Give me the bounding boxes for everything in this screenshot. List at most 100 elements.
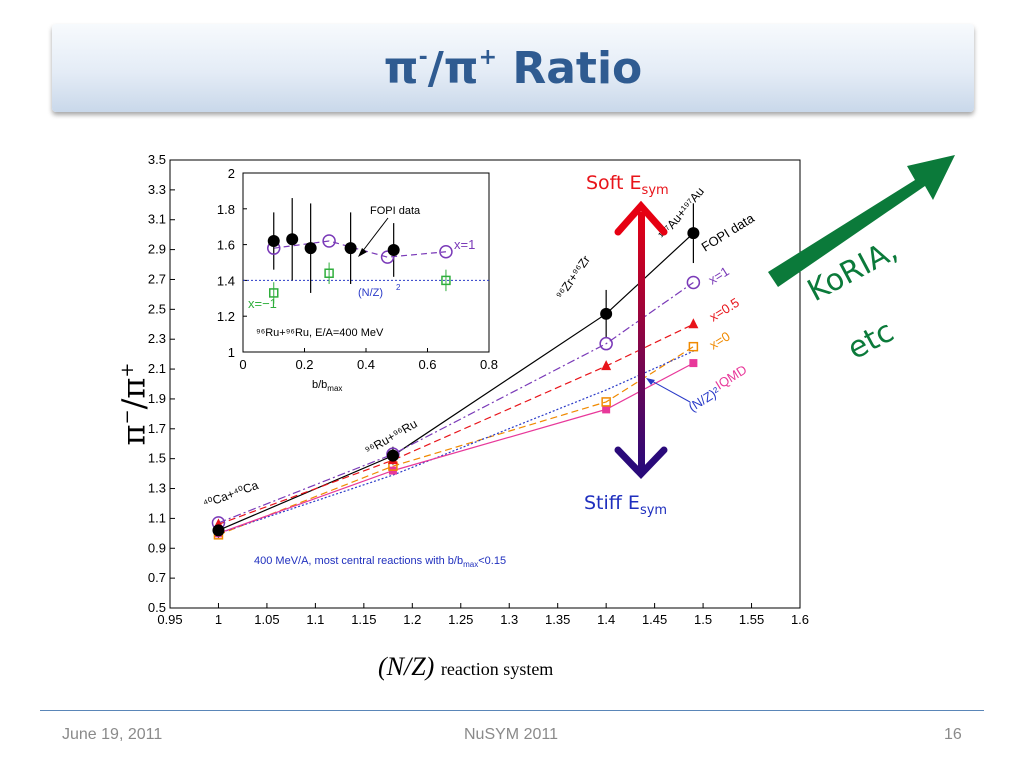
inset-x-tick-label: 0.6 — [418, 357, 436, 372]
y-tick-label: 1.5 — [148, 451, 166, 466]
y-tick-label: 0.9 — [148, 540, 166, 555]
x-tick-label: 1.5 — [694, 612, 712, 627]
inset-data-point — [439, 245, 453, 259]
inset-data-point — [387, 243, 400, 256]
x-tick-label: 1.4 — [597, 612, 615, 627]
nz2-pointer — [649, 379, 691, 403]
y-tick-label: 2.3 — [148, 331, 166, 346]
inset-system-label: ⁹⁶Ru+⁹⁶Ru, E/A=400 MeV — [256, 327, 384, 339]
data-point — [688, 318, 699, 329]
inset-x-tick-label: 0.4 — [357, 357, 375, 372]
inset-data-point — [269, 288, 279, 298]
x-tick-label: 1.35 — [545, 612, 570, 627]
y-tick-label: 1.7 — [148, 421, 166, 436]
inset-x-label: b/bmax — [312, 379, 342, 393]
y-tick-label: 3.3 — [148, 182, 166, 197]
inset-data-point — [380, 250, 395, 264]
inset-y-tick-label: 1.2 — [217, 309, 235, 324]
title-pi: π — [383, 42, 419, 94]
y-axis-label: π−/π+ — [115, 362, 153, 445]
note-tail: <0.15 — [478, 555, 507, 567]
data-point — [689, 359, 698, 368]
x-label-nz: (N/Z) — [378, 652, 435, 681]
inset-data-point — [324, 268, 334, 278]
x-label-sub: reaction system — [440, 659, 554, 679]
series-line-x-0-5 — [218, 323, 694, 525]
inset-x-tick-label: 0.8 — [480, 357, 498, 372]
soft-sub: sym — [641, 182, 669, 198]
stiff-text: Stiff E — [584, 492, 640, 514]
y-tick-label: 2.9 — [148, 242, 166, 257]
inset-x-label-main: b/b — [312, 379, 328, 391]
inset-x1-line — [273, 240, 447, 258]
inset-data-point — [322, 234, 336, 248]
x-tick-label: 1.15 — [351, 612, 376, 627]
y-tick-label: 2.5 — [148, 301, 166, 316]
x-tick-label: 1.55 — [739, 612, 764, 627]
inset-nz-sup: 2 — [396, 283, 401, 292]
soft-text: Soft E — [586, 172, 642, 194]
inset-y-tick-label: 1 — [228, 345, 235, 360]
inset-data-point — [267, 235, 280, 248]
y-tick-label: 0.5 — [148, 600, 166, 615]
inset-data-point — [304, 242, 317, 255]
slide-title: π-/π+ Ratio — [384, 43, 643, 94]
inset-y-tick-label: 1.6 — [217, 238, 235, 253]
inset-y-tick-label: 2 — [228, 166, 235, 181]
data-point — [599, 336, 613, 351]
data-point — [601, 360, 612, 371]
series-line-x-1 — [218, 281, 694, 524]
footer-divider — [40, 710, 984, 711]
koria-arrow — [768, 155, 955, 287]
data-point — [600, 307, 613, 320]
soft-arrowhead — [614, 200, 668, 236]
note-text: 400 MeV/A, most central reactions with b… — [254, 555, 464, 567]
note-sub: max — [463, 560, 479, 570]
inset-x-label-sub: max — [327, 384, 343, 394]
footer-conference: NuSYM 2011 — [464, 726, 558, 743]
title-slash-pi: /π — [427, 42, 479, 94]
title-sup-plus: + — [478, 44, 498, 70]
y-label-pi: π — [114, 424, 153, 446]
stiff-arrowhead — [614, 446, 668, 480]
inset-x-tick-label: 0.2 — [295, 357, 313, 372]
x-tick-label: 1.1 — [306, 612, 324, 627]
inset-fopi-pointer-head — [358, 248, 367, 257]
series-line--n-z- — [218, 350, 694, 534]
y-label-sup-plus: + — [116, 362, 138, 378]
y-tick-label: 1.9 — [148, 391, 166, 406]
nz2-pointer-head — [646, 378, 655, 385]
y-tick-label: 1.1 — [148, 510, 166, 525]
x-tick-label: 1 — [215, 612, 222, 627]
data-point — [212, 524, 225, 537]
data-point — [601, 397, 611, 407]
inset-y-tick-label: 1.8 — [217, 202, 235, 217]
y-tick-label: 2.1 — [148, 361, 166, 376]
inset-data-point — [286, 233, 299, 246]
title-ratio: Ratio — [497, 42, 643, 94]
title-sup-minus: - — [418, 44, 428, 70]
inset-fopi-pointer — [361, 217, 389, 253]
stiff-sub: sym — [639, 502, 668, 518]
x-tick-label: 1.25 — [448, 612, 473, 627]
x-axis-label: (N/Z) reaction system — [378, 652, 553, 682]
inset-fopi-label: FOPI data — [370, 205, 421, 217]
inset-x1-label: x=1 — [454, 237, 475, 252]
title-bar: π-/π+ Ratio — [52, 24, 974, 112]
data-point — [686, 275, 701, 290]
y-label-sup-minus: − — [116, 409, 138, 425]
y-tick-label: 3.5 — [148, 152, 166, 167]
soft-esym-label: Soft Esym — [586, 172, 669, 198]
conditions-note: 400 MeV/A, most central reactions with b… — [254, 555, 506, 569]
y-tick-label: 1.3 — [148, 481, 166, 496]
inset-xm1-label: x=−1 — [248, 296, 277, 311]
y-tick-label: 0.7 — [148, 570, 166, 585]
x-tick-label: 1.6 — [791, 612, 809, 627]
inset-nz-label: (N/Z) — [358, 287, 383, 299]
stiff-esym-label: Stiff Esym — [584, 492, 667, 518]
x-tick-label: 1.45 — [642, 612, 667, 627]
inset-x-tick-label: 0 — [239, 357, 246, 372]
series-line-iqmd — [218, 362, 694, 534]
soft-stiff-arrow-shaft — [638, 212, 645, 470]
